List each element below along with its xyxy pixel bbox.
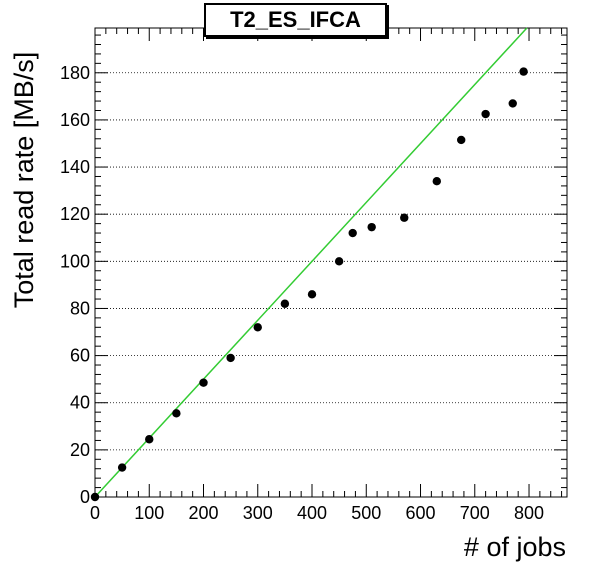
y-tick-label: 160 [60,110,90,130]
x-axis-label: # of jobs [464,532,566,562]
x-tick-label: 600 [405,503,435,523]
x-tick-label: 100 [134,503,164,523]
y-axis: 0 20 40 60 80 100 120 140 160 180 [60,34,567,507]
y-tick-label: 120 [60,204,90,224]
data-point [226,353,235,363]
y-tick-label: 60 [70,346,90,366]
data-point [400,213,409,222]
chart-title: T2_ES_IFCA [230,7,361,32]
x-tick-label: 0 [90,503,100,523]
data-point [457,135,466,145]
plot-frame [94,27,568,498]
reference-line [94,27,528,498]
x-tick-label: 800 [514,503,544,523]
data-points [90,67,528,502]
chart-title-box: T2_ES_IFCA [204,3,387,37]
data-point [367,222,376,232]
y-tick-label: 140 [60,157,90,177]
y-tick-label: 20 [70,440,90,460]
y-tick-label: 0 [80,487,90,507]
data-point [519,67,528,76]
y-tick-label: 80 [70,298,90,318]
data-point [432,176,441,186]
x-tick-label: 200 [188,503,218,523]
data-point [348,228,357,238]
data-point [334,257,344,266]
grid-lines [95,72,567,451]
data-point [199,378,208,387]
y-tick-label: 100 [60,251,90,271]
data-point [481,109,490,119]
data-point [172,409,181,418]
x-axis: 0 100 200 300 400 500 600 700 800 [90,28,563,523]
x-tick-label: 300 [243,503,273,523]
data-point [117,463,127,472]
x-tick-label: 400 [297,503,327,523]
x-tick-label: 700 [460,503,490,523]
data-point [307,290,317,299]
data-point [253,323,262,332]
y-tick-label: 40 [70,393,90,413]
data-point [90,492,100,502]
data-point [508,99,517,108]
x-tick-label: 500 [351,503,381,523]
y-axis-label: Total read rate [MB/s] [9,52,39,309]
data-point [145,435,154,444]
data-point [280,299,290,308]
y-tick-label: 180 [60,63,90,83]
